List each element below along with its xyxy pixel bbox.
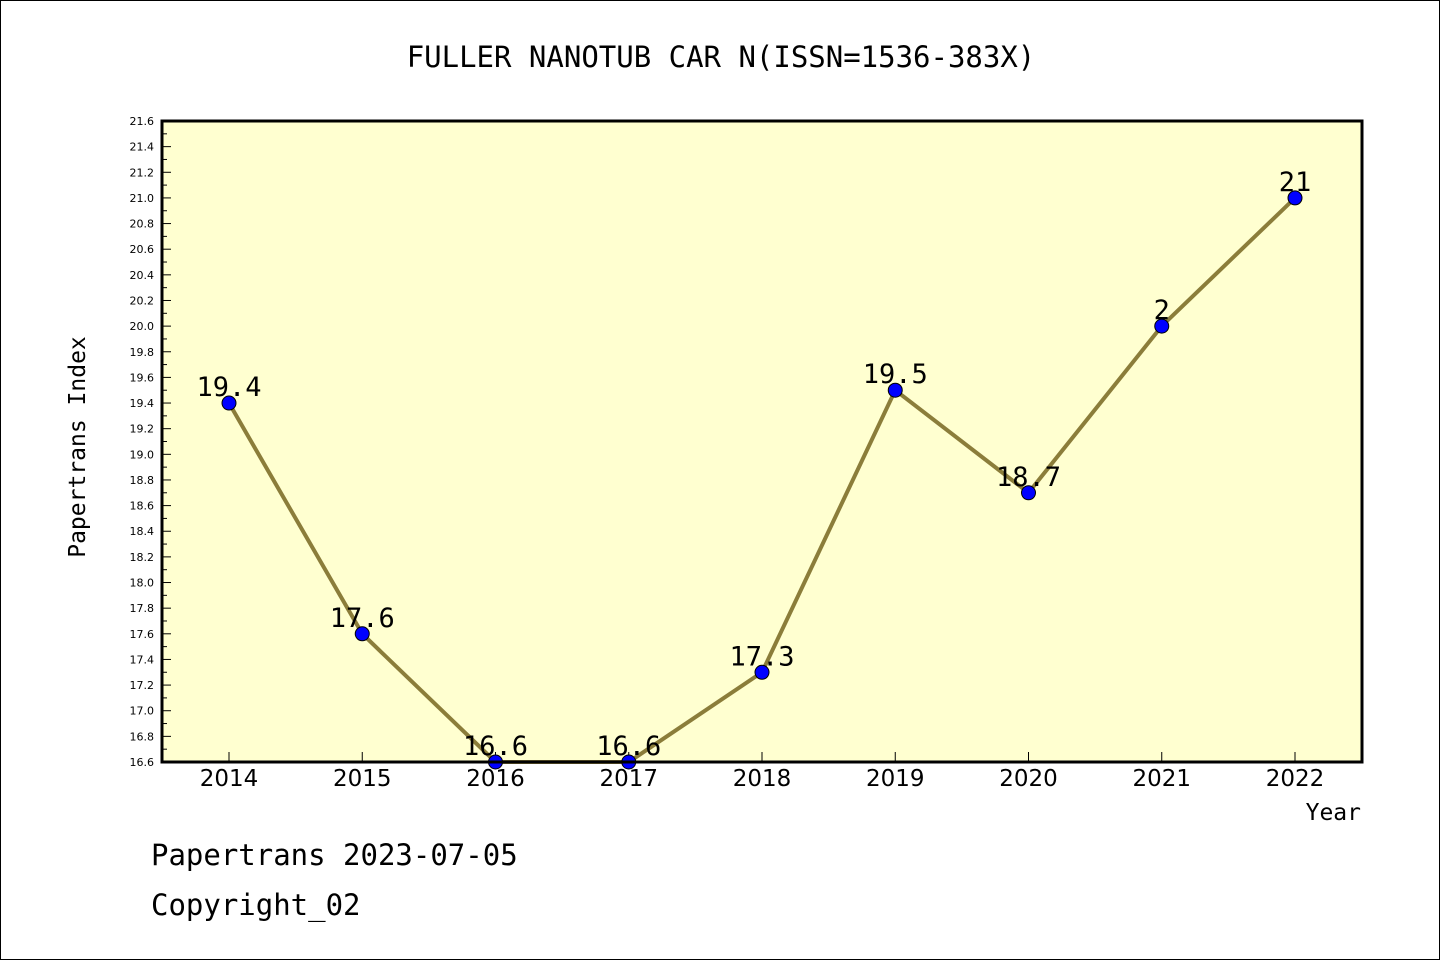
- data-label: 21: [1279, 167, 1312, 198]
- data-point: [221, 395, 237, 411]
- data-point: [1021, 485, 1036, 501]
- x-axis: 2014 2015 2016 2017 2018 2019 2020 2021 2022: [200, 752, 1325, 792]
- x-axis-label: Year: [1306, 800, 1361, 826]
- y-axis-label: Papertrans Index: [65, 336, 91, 558]
- x-tick-label: 2014: [200, 766, 259, 792]
- x-tick-label: 2021: [1132, 766, 1191, 792]
- y-tick-label: 20.8: [130, 218, 155, 231]
- data-label: 17.6: [330, 603, 395, 634]
- y-tick-label: 21.4: [130, 141, 155, 154]
- y-tick-label: 17.4: [130, 653, 155, 666]
- data-label: 19.4: [196, 372, 261, 403]
- y-tick-label: 19.6: [130, 371, 155, 384]
- y-tick-label: 16.8: [130, 730, 155, 743]
- y-tick-label: 16.6: [130, 756, 155, 769]
- footer-copyright: Copyright_02: [151, 888, 361, 923]
- x-tick-label: 2015: [333, 766, 392, 792]
- y-tick-label: 21.2: [130, 166, 155, 179]
- y-tick-label: 19.8: [130, 346, 155, 359]
- data-label: 16.6: [463, 731, 528, 762]
- y-tick-label: 18.2: [130, 551, 155, 564]
- y-tick-label: 18.8: [130, 474, 155, 487]
- y-tick-label: 17.0: [130, 705, 155, 718]
- y-axis: 16.6 16.8 17.0 17.2 17.4 17.6 17.8 18.0 18.2 18.4…: [130, 115, 171, 769]
- x-tick-label: 2017: [599, 766, 658, 792]
- y-tick-label: 19.4: [130, 397, 155, 410]
- x-tick-label: 2020: [999, 766, 1058, 792]
- data-point: [1287, 190, 1303, 206]
- x-tick-label: 2022: [1266, 766, 1325, 792]
- y-tick-label: 21.6: [130, 115, 155, 128]
- data-label: 2: [1154, 295, 1170, 326]
- y-tick-label: 17.2: [130, 679, 155, 692]
- y-tick-label: 19.2: [130, 423, 155, 436]
- data-label: 19.5: [863, 359, 928, 390]
- y-tick-label: 20.0: [130, 320, 155, 333]
- data-label: 16.6: [596, 731, 661, 762]
- data-point: [887, 382, 903, 398]
- x-tick-label: 2019: [866, 766, 925, 792]
- plot-area: [162, 121, 1362, 762]
- y-tick-label: 18.0: [130, 577, 155, 590]
- chart-title: FULLER NANOTUB CAR N(ISSN=1536-383X): [407, 40, 1036, 74]
- data-label: 18.7: [996, 462, 1061, 493]
- y-tick-label: 18.6: [130, 500, 155, 513]
- data-point: [354, 626, 370, 642]
- data-labels: 19.4 17.6 16.6 16.6 17.3 19.5 18.7 2 21: [196, 167, 1311, 762]
- plot-frame: [160, 119, 1364, 764]
- data-label: 17.3: [729, 641, 794, 672]
- y-tick-label: 17.6: [130, 628, 155, 641]
- x-tick-label: 2018: [733, 766, 792, 792]
- y-tick-label: 18.4: [130, 525, 155, 538]
- data-point: [1154, 318, 1170, 334]
- y-tick-label: 19.0: [130, 448, 155, 461]
- y-tick-label: 17.8: [130, 602, 155, 615]
- y-tick-label: 21.0: [130, 192, 155, 205]
- footer-date: Papertrans 2023-07-05: [151, 838, 518, 872]
- y-tick-label: 20.2: [130, 294, 155, 307]
- x-tick-label: 2016: [466, 766, 525, 792]
- y-tick-label: 20.6: [130, 243, 155, 256]
- y-tick-label: 20.4: [130, 269, 155, 282]
- data-point: [754, 664, 770, 680]
